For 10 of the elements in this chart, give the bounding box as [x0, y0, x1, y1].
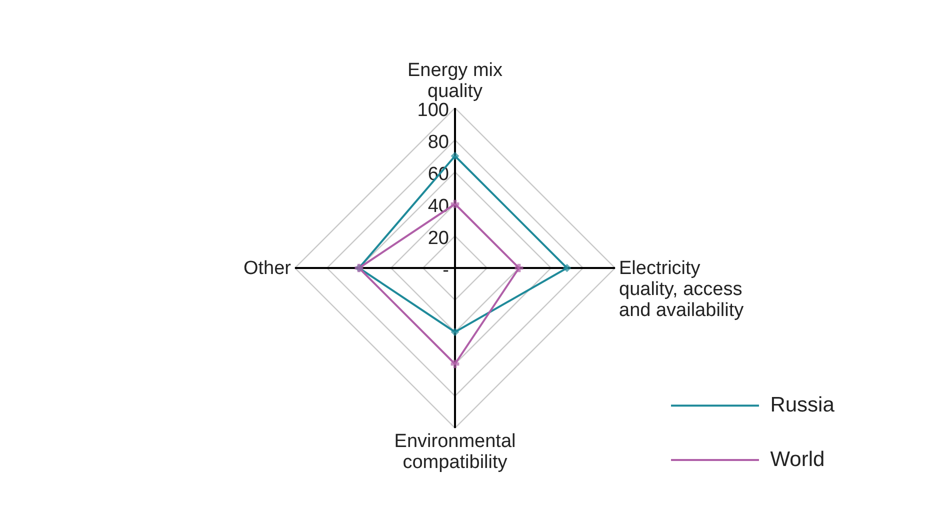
spoke-label: Electricity quality, access and availability — [619, 258, 744, 321]
y-tick-label: 20 — [428, 228, 449, 249]
y-tick-label: 100 — [417, 100, 449, 121]
legend-label: World — [770, 448, 825, 471]
legend-label: Russia — [770, 394, 835, 417]
y-tick-label: - — [442, 260, 449, 281]
spoke-label: Other — [243, 258, 292, 279]
y-tick-label: 80 — [428, 132, 449, 153]
spoke-label: Environmental compatibility — [394, 431, 516, 473]
spoke-label: Energy mix quality — [407, 60, 504, 102]
